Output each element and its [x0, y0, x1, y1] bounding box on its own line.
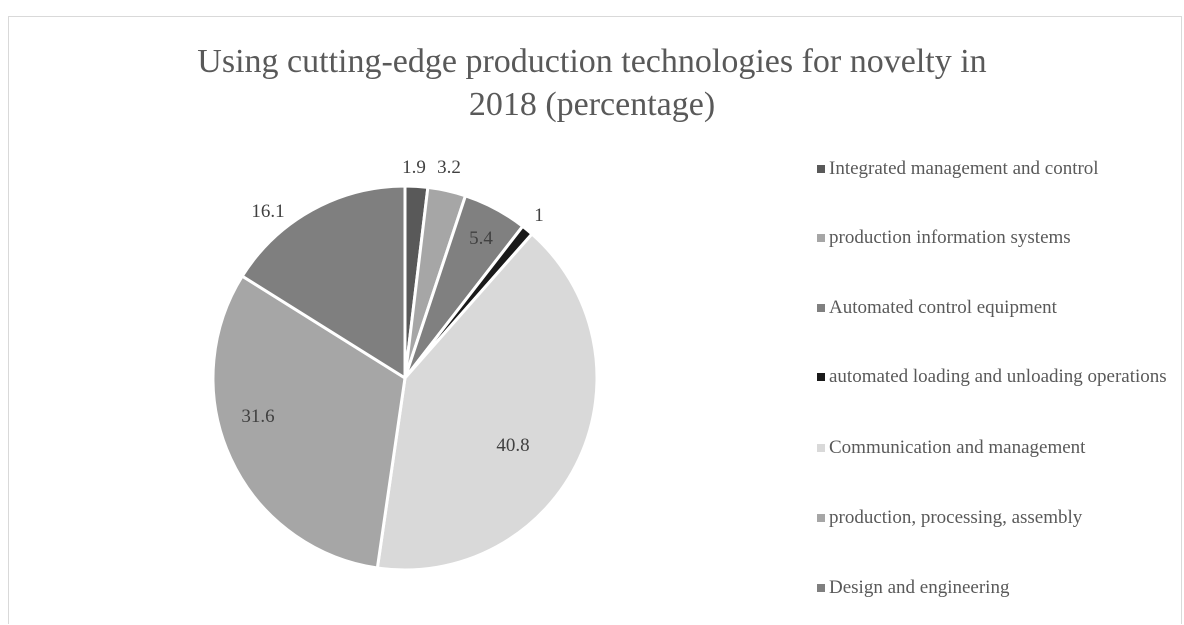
legend-label: Integrated management and control	[829, 158, 1099, 179]
chart-area	[8, 16, 1182, 624]
legend-label: production, processing, assembly	[829, 507, 1083, 528]
legend-swatch	[817, 234, 825, 242]
chart-title: Using cutting-edge production technologi…	[0, 40, 1184, 126]
data-label-3: 5.4	[469, 228, 493, 249]
legend-label: automated loading and unloading operatio…	[829, 366, 1167, 387]
data-label-6: 31.6	[241, 406, 274, 427]
legend-item-integrated-management-and-control: Integrated management and control	[817, 158, 1177, 180]
legend-label: Automated control equipment	[829, 297, 1057, 318]
chart-title-line-2: 2018 (percentage)	[468, 86, 716, 123]
legend-swatch	[817, 584, 825, 592]
legend-item-automated-control-equipment: Automated control equipment	[817, 297, 1177, 319]
legend-swatch	[817, 165, 825, 173]
legend-item-design-and-engineering: Design and engineering	[817, 577, 1177, 599]
legend-swatch	[817, 514, 825, 522]
legend-swatch	[817, 373, 825, 381]
legend-item-production-information-systems: production information systems	[817, 227, 1177, 249]
chart-title-line-1: Using cutting-edge production technologi…	[197, 43, 987, 80]
legend-item-communication-and-management: Communication and management	[817, 437, 1177, 459]
legend-swatch	[817, 304, 825, 312]
legend-swatch	[817, 444, 825, 452]
pie-slice-7	[240, 184, 407, 380]
data-label-7: 16.1	[251, 201, 284, 222]
legend-label: Design and engineering	[829, 577, 1010, 598]
legend-label: Communication and management	[829, 437, 1086, 458]
data-label-1: 1.9	[402, 157, 426, 178]
data-label-2: 3.2	[437, 157, 461, 178]
legend-item-automated-loading-and-unloading-operations: automated loading and unloading operatio…	[817, 366, 1167, 388]
data-label-4: 1	[534, 205, 544, 226]
pie-slice-5	[375, 232, 599, 572]
legend-label: production information systems	[829, 227, 1071, 248]
data-label-5: 40.8	[496, 435, 529, 456]
legend-item-production-processing-assembly: production, processing, assembly	[817, 507, 1177, 529]
